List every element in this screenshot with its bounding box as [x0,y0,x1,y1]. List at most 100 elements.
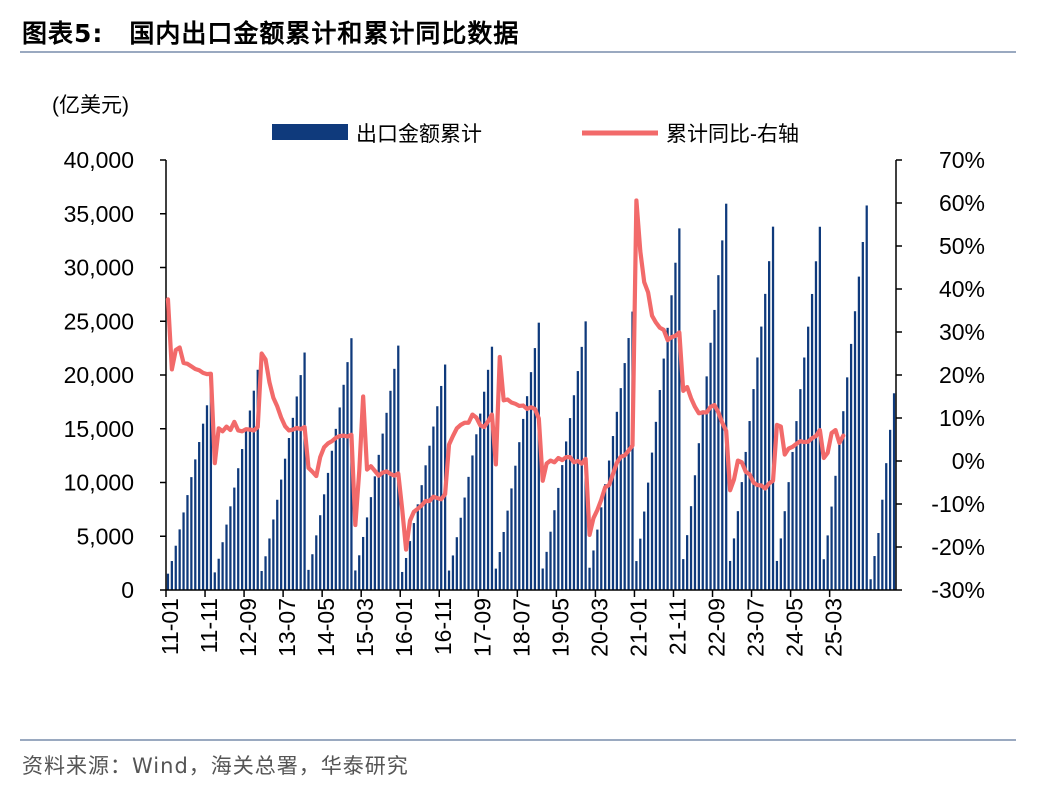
export-bar [849,343,853,590]
export-bar [764,293,767,590]
export-bar [892,393,896,590]
x-tick-label: 18-07 [508,598,534,657]
export-bar [881,499,884,590]
export-bar [420,485,423,590]
export-bar [248,410,252,590]
export-bar [373,476,376,590]
export-bar [846,377,849,590]
export-bar [280,479,283,590]
export-bar [791,451,794,590]
export-bar [330,450,334,590]
export-bar [619,388,622,590]
export-bar [362,536,365,590]
export-bar [643,511,646,590]
export-bar [639,538,642,590]
x-tick-label: 23-07 [743,598,769,657]
export-bar [342,384,345,590]
export-bar [728,560,732,590]
export-bar [377,454,380,590]
x-tick-label: 11-11 [196,598,222,653]
line-series [165,198,846,552]
export-bar [721,240,724,590]
export-bar [209,385,213,590]
export-bar [596,529,599,590]
export-bar [869,579,872,590]
export-bar [810,293,814,590]
export-bar [830,506,833,590]
export-bar [615,411,619,590]
export-bar [194,459,197,590]
export-bar [182,512,185,590]
left-tick-label: 0 [121,577,134,603]
export-bar [518,442,521,590]
x-tick-label: 13-07 [274,598,300,657]
export-bar [303,352,306,590]
export-bar [545,551,548,590]
x-tick-label: 22-09 [703,598,729,657]
export-bar [455,537,458,590]
export-bar [459,517,462,590]
right-tick-label: 60% [939,190,985,216]
export-bar [440,385,443,590]
left-tick-label: 5,000 [76,523,134,549]
axes: 0 5,000 10,000 15,000 20,000 25,000 30,000 35,0… [64,147,985,657]
export-bar [217,558,220,590]
export-bar [576,371,579,590]
export-bar [588,567,591,590]
export-bar [877,533,880,590]
export-bar [412,523,416,590]
export-bar [178,529,181,590]
x-tick-label: 21-11 [664,598,690,655]
export-bar [607,460,611,590]
export-bar [549,531,552,590]
export-bar [580,346,583,590]
export-bar [654,421,658,590]
export-bar [885,463,888,590]
export-bar [803,357,806,590]
left-axis-unit-label: (亿美元) [52,94,129,117]
x-tick-label: 12-09 [235,598,261,657]
left-tick-label: 40,000 [64,147,134,173]
right-tick-label: 40% [939,276,985,302]
export-bar [533,348,537,590]
export-bar [221,542,224,590]
export-bar [600,507,603,590]
export-bar [334,428,337,590]
x-tick-label: 17-09 [469,598,495,657]
export-bar [213,572,216,590]
export-bar [838,443,841,590]
x-tick-label: 25-03 [821,598,847,657]
legend: 出口金额累计 累计同比-右轴 [272,123,799,146]
export-bar [857,276,861,590]
right-tick-label: 30% [939,319,985,345]
export-bar [170,561,173,590]
export-bar [565,441,568,590]
export-bar [424,465,427,590]
export-bar [666,327,669,590]
export-bar [393,368,396,590]
export-bar [463,497,466,590]
export-bar [252,390,255,590]
export-bar [748,421,751,590]
export-bar [358,555,361,590]
export-bar [233,487,236,590]
export-bar [631,311,634,590]
export-bar [689,506,693,590]
export-bar [408,541,412,590]
export-bar [283,458,287,590]
export-bar [725,203,728,590]
export-bar [775,560,779,590]
export-bar [272,519,275,590]
export-bar [237,468,240,590]
export-bar [268,538,271,590]
x-tick-label: 21-01 [625,598,651,657]
export-bar [287,438,291,590]
export-bar [307,569,310,590]
export-bar [732,538,736,590]
export-bar [889,429,892,590]
yoy-line [165,198,846,552]
export-bar [322,494,326,590]
export-bar [256,369,259,590]
export-bar [174,545,177,590]
export-bar [490,346,494,590]
